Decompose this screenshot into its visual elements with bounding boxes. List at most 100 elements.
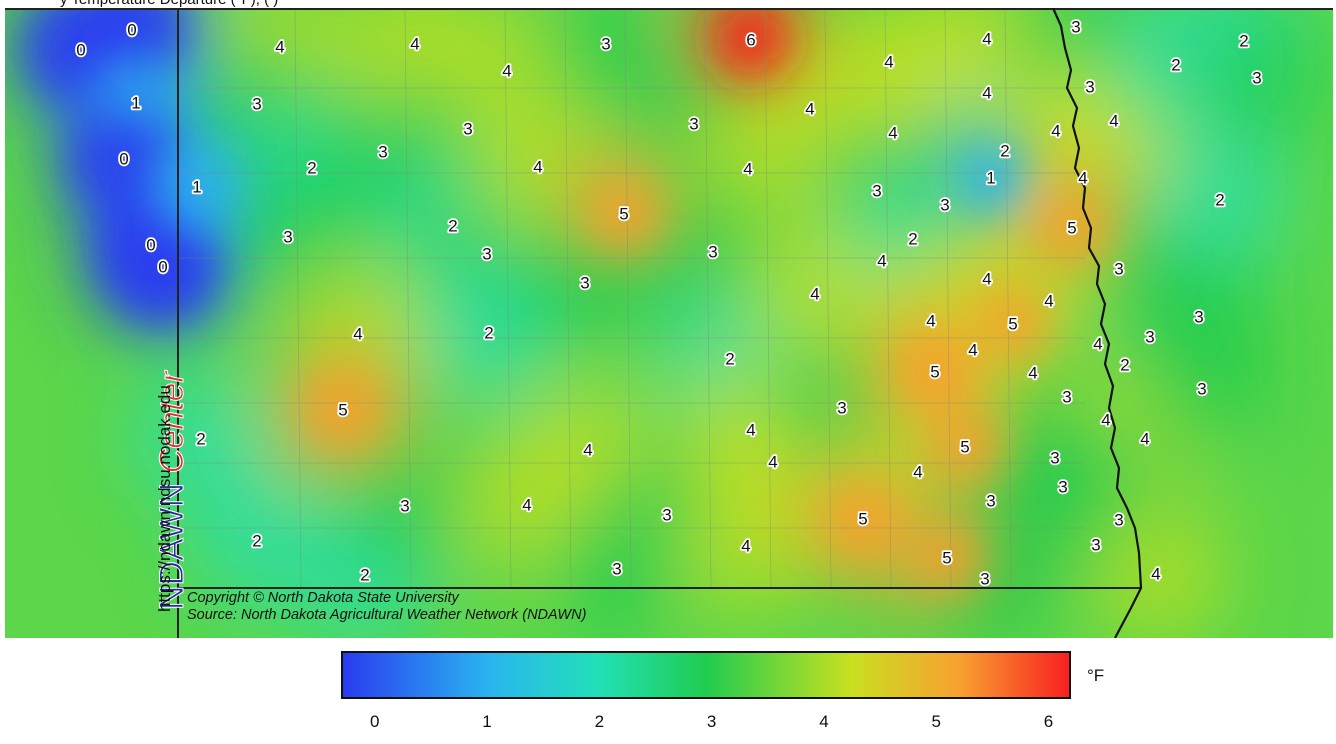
station-value: 0 xyxy=(127,21,136,40)
field-blob xyxy=(335,436,475,576)
station-value: 3 xyxy=(1114,511,1123,530)
station-value: 3 xyxy=(1085,78,1094,97)
station-value: 0 xyxy=(76,41,85,60)
station-value: 2 xyxy=(307,159,316,178)
station-value: 2 xyxy=(1000,142,1009,161)
station-value: 4 xyxy=(522,496,531,515)
station-value: 4 xyxy=(533,158,542,177)
field-blob xyxy=(218,167,358,307)
county-lines xyxy=(178,8,1085,589)
station-value: 2 xyxy=(196,430,205,449)
station-value: 4 xyxy=(888,124,897,143)
station-value: 4 xyxy=(968,341,977,360)
legend-tick-label: 3 xyxy=(706,712,717,731)
field-blob xyxy=(1132,319,1272,459)
station-value: 4 xyxy=(1109,112,1118,131)
station-value: 3 xyxy=(1197,380,1206,399)
field-blob-strong xyxy=(305,372,381,448)
temperature-field-detail xyxy=(26,8,1110,596)
station-value: 3 xyxy=(378,143,387,162)
station-value: 2 xyxy=(252,532,261,551)
field-blob-strong xyxy=(897,334,973,410)
station-value: 3 xyxy=(400,497,409,516)
map-title-text: y Temperature Departure (°F), ( ) xyxy=(60,0,278,8)
map-canvas: 0010001243233452234323244353443363432444… xyxy=(5,8,1333,638)
legend-unit: °F xyxy=(1087,666,1105,685)
field-blob-strong xyxy=(1034,190,1110,266)
county-line xyxy=(764,8,772,589)
station-value: 5 xyxy=(960,438,969,457)
station-value: 1 xyxy=(986,169,995,188)
station-value: 4 xyxy=(810,285,819,304)
field-blob-strong xyxy=(927,409,1003,485)
station-value: 3 xyxy=(708,243,717,262)
red-river-border xyxy=(1051,8,1143,638)
station-value: 4 xyxy=(1140,430,1149,449)
color-legend-bar xyxy=(341,651,1071,699)
county-line xyxy=(704,8,712,589)
county-line xyxy=(944,8,952,589)
county-line xyxy=(884,8,892,589)
station-value: 3 xyxy=(1252,69,1261,88)
station-value: 4 xyxy=(1051,122,1060,141)
station-value: 2 xyxy=(360,566,369,585)
station-value: 3 xyxy=(1194,308,1203,327)
station-value: 3 xyxy=(580,274,589,293)
station-value: 0 xyxy=(158,258,167,277)
station-value: 3 xyxy=(463,120,472,139)
ndawn-url[interactable]: https://ndawn.ndsu.nodak.edu xyxy=(155,385,174,612)
station-value: 4 xyxy=(1044,292,1053,311)
station-value: 2 xyxy=(484,324,493,343)
field-blob-strong xyxy=(953,140,1029,216)
county-line xyxy=(624,8,632,589)
station-value: 5 xyxy=(619,205,628,224)
station-value: 1 xyxy=(131,94,140,113)
station-value: 3 xyxy=(837,399,846,418)
station-value: 3 xyxy=(980,570,989,589)
station-value-labels: 0010001243233452234323244353443363432444… xyxy=(75,16,1264,591)
station-value: 3 xyxy=(601,35,610,54)
station-value: 0 xyxy=(119,150,128,169)
field-blob-strong xyxy=(975,286,1051,362)
station-value: 4 xyxy=(743,160,752,179)
station-value: 3 xyxy=(1071,18,1080,37)
station-value: 4 xyxy=(746,421,755,440)
county-line xyxy=(1004,8,1012,589)
station-value: 4 xyxy=(1151,565,1160,584)
station-value: 4 xyxy=(884,53,893,72)
station-value: 4 xyxy=(1078,169,1087,188)
station-value: 4 xyxy=(926,312,935,331)
station-value: 3 xyxy=(1091,536,1100,555)
station-value: 2 xyxy=(725,350,734,369)
station-value: 4 xyxy=(583,441,592,460)
station-value: 3 xyxy=(1050,449,1059,468)
station-value: 3 xyxy=(1114,260,1123,279)
field-blob xyxy=(131,369,271,509)
field-blob xyxy=(1086,504,1226,638)
field-blob xyxy=(1150,130,1290,270)
station-value: 5 xyxy=(942,549,951,568)
field-blob xyxy=(547,499,687,638)
station-value: 3 xyxy=(1145,328,1154,347)
legend-tick-label: 6 xyxy=(1043,712,1054,731)
field-blob-strong xyxy=(586,176,662,252)
county-line xyxy=(564,8,572,589)
station-value: 4 xyxy=(768,453,777,472)
station-value: 4 xyxy=(877,252,886,271)
station-value: 3 xyxy=(662,506,671,525)
station-value: 4 xyxy=(982,84,991,103)
station-value: 5 xyxy=(858,510,867,529)
legend-tick-label: 5 xyxy=(931,712,941,731)
station-value: 4 xyxy=(913,463,922,482)
station-value: 5 xyxy=(1008,315,1017,334)
station-value: 2 xyxy=(1239,32,1248,51)
station-value: 3 xyxy=(689,115,698,134)
station-value: 5 xyxy=(1067,219,1076,238)
station-value: 0 xyxy=(146,236,155,255)
station-value: 4 xyxy=(1093,335,1102,354)
legend-tick-label: 2 xyxy=(594,712,605,731)
field-blob-strong xyxy=(713,8,789,78)
station-value: 1 xyxy=(192,178,201,197)
county-line xyxy=(404,8,412,589)
